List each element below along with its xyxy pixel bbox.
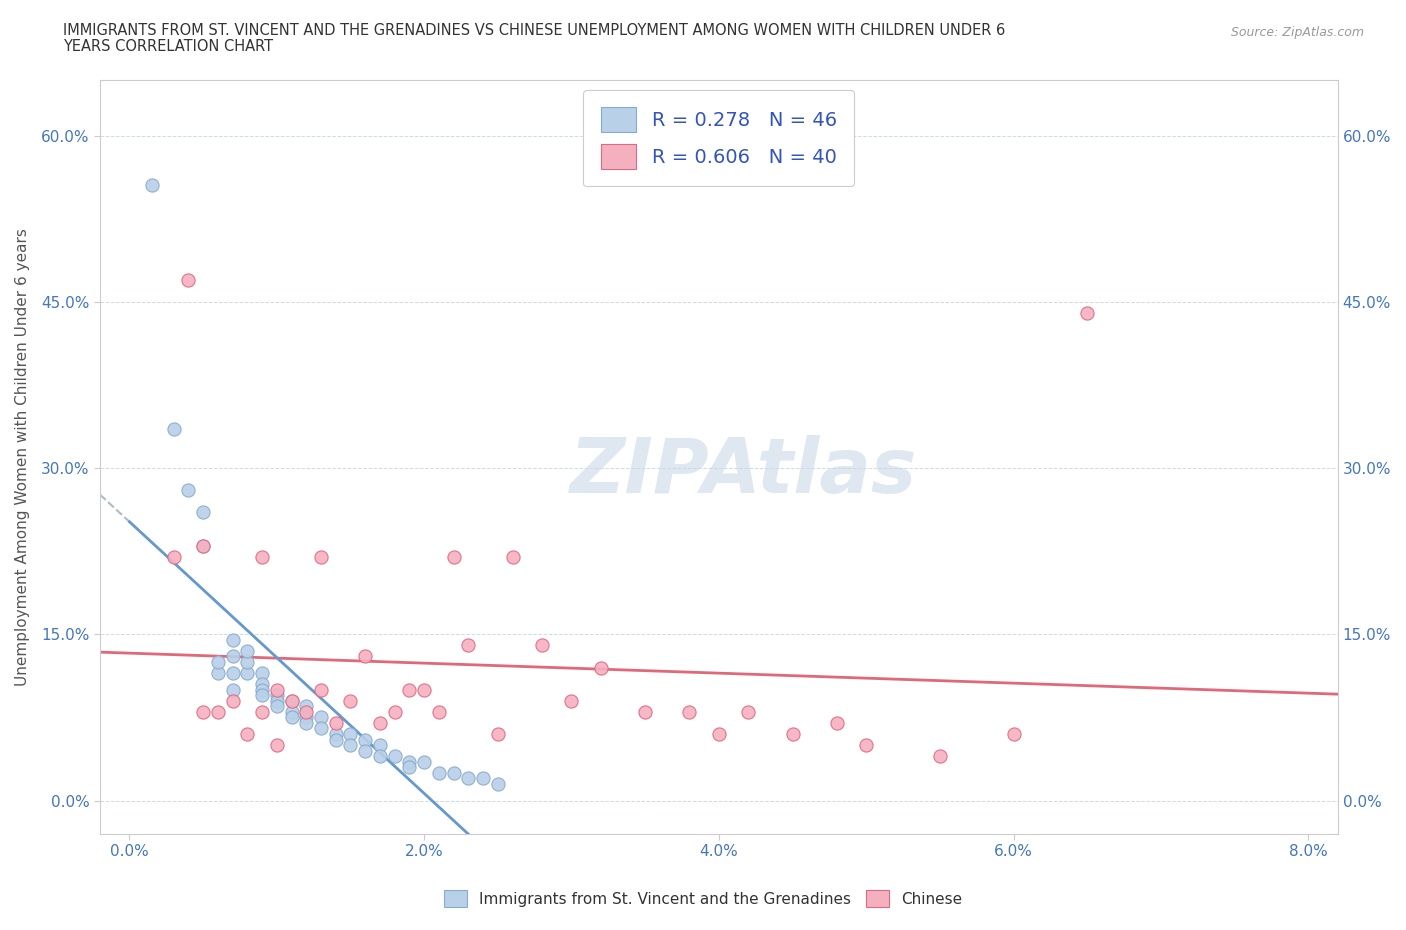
- Point: [236, 655, 259, 670]
- Point: [707, 726, 730, 741]
- Text: YEARS CORRELATION CHART: YEARS CORRELATION CHART: [63, 39, 273, 54]
- Point: [295, 698, 318, 713]
- Point: [354, 649, 377, 664]
- Point: [1076, 305, 1098, 320]
- Point: [221, 666, 243, 681]
- Point: [266, 737, 288, 752]
- Point: [177, 483, 200, 498]
- Point: [221, 694, 243, 709]
- Point: [634, 704, 657, 719]
- Point: [427, 765, 450, 780]
- Point: [191, 538, 214, 553]
- Point: [368, 749, 391, 764]
- Point: [443, 765, 465, 780]
- Text: IMMIGRANTS FROM ST. VINCENT AND THE GRENADINES VS CHINESE UNEMPLOYMENT AMONG WOM: IMMIGRANTS FROM ST. VINCENT AND THE GREN…: [63, 23, 1005, 38]
- Point: [191, 538, 214, 553]
- Point: [486, 726, 509, 741]
- Point: [163, 550, 186, 565]
- Point: [339, 694, 361, 709]
- Point: [398, 754, 420, 769]
- Point: [339, 737, 361, 752]
- Point: [207, 666, 229, 681]
- Point: [280, 694, 302, 709]
- Point: [295, 715, 318, 730]
- Point: [737, 704, 759, 719]
- Point: [221, 632, 243, 647]
- Point: [782, 726, 804, 741]
- Point: [398, 683, 420, 698]
- Point: [413, 754, 436, 769]
- Point: [384, 749, 406, 764]
- Point: [427, 704, 450, 719]
- Point: [236, 726, 259, 741]
- Point: [221, 649, 243, 664]
- Point: [236, 666, 259, 681]
- Point: [266, 688, 288, 703]
- Point: [855, 737, 877, 752]
- Point: [309, 550, 332, 565]
- Point: [368, 737, 391, 752]
- Point: [163, 422, 186, 437]
- Point: [384, 704, 406, 719]
- Point: [368, 715, 391, 730]
- Point: [191, 505, 214, 520]
- Point: [678, 704, 700, 719]
- Point: [266, 698, 288, 713]
- Text: ZIPAtlas: ZIPAtlas: [569, 435, 917, 509]
- Point: [295, 710, 318, 724]
- Point: [250, 666, 273, 681]
- Point: [250, 704, 273, 719]
- Point: [280, 710, 302, 724]
- Legend: R = 0.278   N = 46, R = 0.606   N = 40: R = 0.278 N = 46, R = 0.606 N = 40: [583, 90, 855, 186]
- Point: [177, 272, 200, 287]
- Point: [295, 704, 318, 719]
- Point: [309, 683, 332, 698]
- Point: [309, 721, 332, 736]
- Point: [207, 655, 229, 670]
- Point: [280, 704, 302, 719]
- Point: [339, 726, 361, 741]
- Point: [250, 677, 273, 692]
- Point: [141, 178, 163, 193]
- Point: [250, 550, 273, 565]
- Point: [472, 771, 495, 786]
- Point: [486, 777, 509, 791]
- Point: [457, 638, 479, 653]
- Point: [280, 694, 302, 709]
- Point: [825, 715, 848, 730]
- Point: [589, 660, 612, 675]
- Point: [354, 743, 377, 758]
- Y-axis label: Unemployment Among Women with Children Under 6 years: Unemployment Among Women with Children U…: [15, 228, 30, 686]
- Point: [325, 715, 347, 730]
- Point: [266, 694, 288, 709]
- Point: [928, 749, 950, 764]
- Point: [502, 550, 524, 565]
- Text: Source: ZipAtlas.com: Source: ZipAtlas.com: [1230, 26, 1364, 39]
- Point: [250, 688, 273, 703]
- Point: [191, 704, 214, 719]
- Point: [354, 732, 377, 747]
- Point: [443, 550, 465, 565]
- Point: [266, 683, 288, 698]
- Point: [457, 771, 479, 786]
- Point: [325, 726, 347, 741]
- Point: [560, 694, 582, 709]
- Point: [250, 683, 273, 698]
- Point: [236, 644, 259, 658]
- Point: [531, 638, 554, 653]
- Point: [207, 704, 229, 719]
- Point: [309, 710, 332, 724]
- Legend: Immigrants from St. Vincent and the Grenadines, Chinese: Immigrants from St. Vincent and the Gren…: [437, 884, 969, 913]
- Point: [325, 732, 347, 747]
- Point: [398, 760, 420, 775]
- Point: [221, 683, 243, 698]
- Point: [413, 683, 436, 698]
- Point: [1002, 726, 1025, 741]
